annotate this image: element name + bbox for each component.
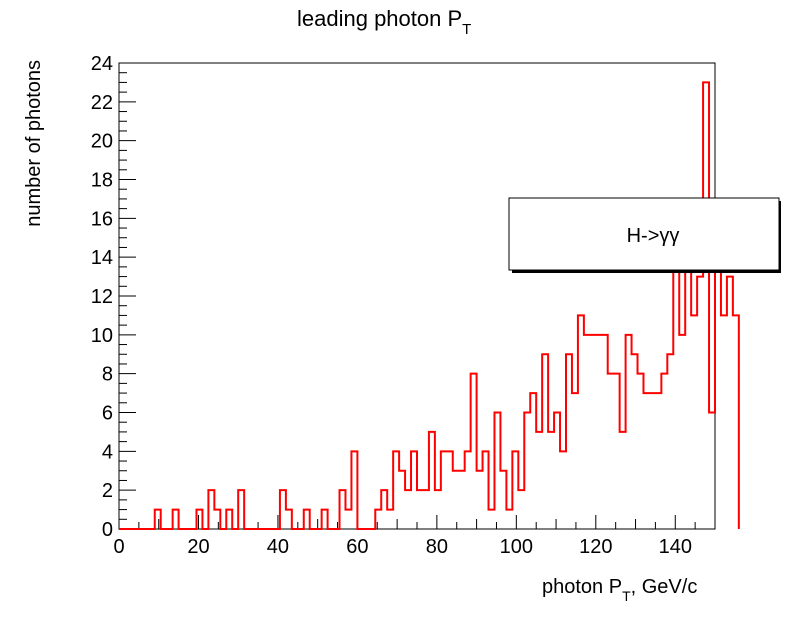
y-tick-label: 22 [91,92,113,114]
y-tick-label: 18 [91,170,113,192]
histogram-bin [620,432,626,529]
y-tick-label: 14 [91,247,113,269]
histogram-bin [572,393,578,529]
chart-title: leading photon PT [297,6,471,38]
y-tick-label: 10 [91,325,113,347]
histogram-bin [417,490,423,529]
y-tick-label: 16 [91,208,113,230]
histogram-bin [477,471,483,529]
histogram-bin [590,335,596,529]
histogram-bin [655,393,661,529]
histogram-bin [643,393,649,529]
histogram-bin [649,393,655,529]
histogram-bin [691,315,697,529]
histogram-bin [632,354,638,529]
chart-title-sub: T [462,21,471,38]
histogram-bin [506,510,512,529]
histogram-bin [661,374,667,529]
histogram-bin [518,490,524,529]
x-tick-label: 120 [579,536,612,558]
histogram-bin [489,510,495,529]
y-tick-label: 24 [91,53,113,75]
y-tick-label: 6 [102,403,113,425]
histogram-bin [548,432,554,529]
x-tick-label: 20 [187,536,209,558]
x-tick-label: 60 [346,536,368,558]
y-axis-label: number of photons [23,60,45,227]
x-axis-label-main: photon P [542,576,622,598]
histogram-bin [560,451,566,529]
legend-label: H->γγ [627,225,680,247]
histogram-bin [536,432,542,529]
y-tick-label: 4 [102,441,113,463]
histogram-bin [423,490,429,529]
histogram-outline [119,81,740,530]
histogram-bins [155,82,739,529]
histogram-bin [721,315,727,529]
histogram-bin [709,413,715,530]
x-axis-label-sub: T [622,588,631,604]
x-axis-label: photon PT, GeV/c [542,576,697,604]
y-tick-label: 2 [102,480,113,502]
histogram-bin [608,374,614,529]
x-tick-label: 40 [267,536,289,558]
histogram-bin [679,335,685,529]
histogram-bin [387,510,393,529]
histogram-bin [405,490,411,529]
histogram-bin [459,471,465,529]
histogram-bin [453,471,459,529]
chart-title-main: leading photon P [297,6,462,31]
histogram-bin [435,490,441,529]
y-tick-label: 0 [102,519,113,541]
legend: H->γγ [508,197,781,273]
y-tick-label: 8 [102,364,113,386]
histogram-bin [638,374,644,529]
histogram-bin [596,335,602,529]
histogram-bin [584,335,590,529]
histogram-bin [667,354,673,529]
histogram-bin [345,510,351,529]
y-tick-label: 12 [91,286,113,308]
x-tick-label: 80 [426,536,448,558]
y-tick-label: 20 [91,131,113,153]
x-tick-label: 0 [113,536,124,558]
x-tick-label: 140 [659,536,692,558]
legend-box [508,197,780,271]
x-tick-label: 100 [500,536,533,558]
x-axis-label-suffix: , GeV/c [631,576,698,598]
